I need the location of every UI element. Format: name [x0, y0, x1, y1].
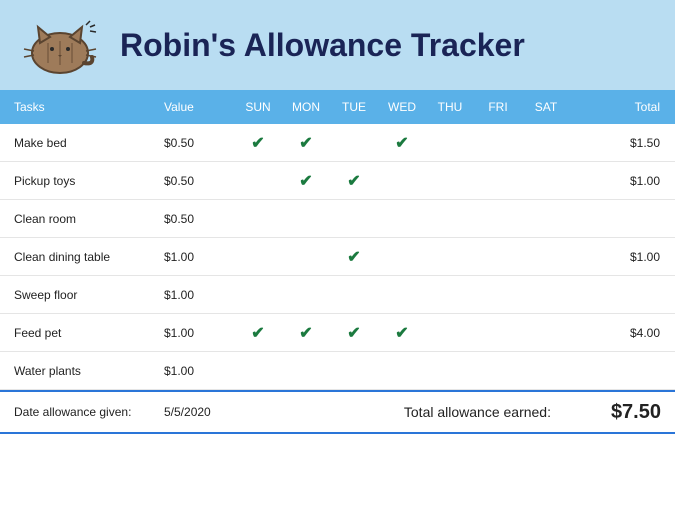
cat-icon	[20, 15, 100, 75]
check-icon: ✔	[299, 173, 312, 190]
task-name: Clean room	[14, 212, 164, 226]
task-name: Pickup toys	[14, 174, 164, 188]
check-icon: ✔	[395, 135, 408, 152]
header-day-sat: SAT	[522, 100, 570, 114]
task-name: Feed pet	[14, 326, 164, 340]
header-day-sun: SUN	[234, 100, 282, 114]
check-icon: ✔	[299, 325, 312, 342]
check-icon: ✔	[251, 135, 264, 152]
table-row: Clean room$0.50	[0, 200, 675, 238]
header-day-tue: TUE	[330, 100, 378, 114]
table-header: Tasks Value SUN MON TUE WED THU FRI SAT …	[0, 90, 675, 124]
header-day-fri: FRI	[474, 100, 522, 114]
row-total: $4.00	[570, 326, 660, 340]
check-icon: ✔	[347, 249, 360, 266]
row-total: $1.00	[570, 250, 660, 264]
task-value: $0.50	[164, 174, 234, 188]
header-day-thu: THU	[426, 100, 474, 114]
header-day-mon: MON	[282, 100, 330, 114]
footer-date-value: 5/5/2020	[164, 405, 234, 419]
table-row: Make bed$0.50 ✔ ✔ ✔ $1.50	[0, 124, 675, 162]
task-value: $1.00	[164, 250, 234, 264]
check-icon: ✔	[251, 325, 264, 342]
table-row: Sweep floor$1.00	[0, 276, 675, 314]
footer-date-label: Date allowance given:	[14, 405, 164, 419]
day-cell: ✔	[330, 171, 378, 191]
day-cell: ✔	[378, 133, 426, 153]
day-cell: ✔	[234, 323, 282, 343]
table-row: Clean dining table$1.00✔$1.00	[0, 238, 675, 276]
check-icon: ✔	[347, 325, 360, 342]
task-value: $0.50	[164, 136, 234, 150]
header-value: Value	[164, 100, 234, 114]
task-name: Sweep floor	[14, 288, 164, 302]
header-total: Total	[570, 100, 660, 114]
day-cell: ✔	[282, 323, 330, 343]
task-name: Water plants	[14, 364, 164, 378]
footer-total-value: $7.50	[571, 401, 661, 424]
footer-row: Date allowance given: 5/5/2020 Total all…	[0, 390, 675, 434]
table-row: Pickup toys$0.50 ✔ ✔ $1.00	[0, 162, 675, 200]
task-value: $1.00	[164, 288, 234, 302]
task-name: Clean dining table	[14, 250, 164, 264]
check-icon: ✔	[299, 135, 312, 152]
header-day-wed: WED	[378, 100, 426, 114]
check-icon: ✔	[395, 325, 408, 342]
day-cell: ✔	[330, 323, 378, 343]
check-icon: ✔	[347, 173, 360, 190]
table-row: Water plants$1.00	[0, 352, 675, 390]
table-row: Feed pet$1.00 ✔ ✔ ✔ ✔ $4.00	[0, 314, 675, 352]
day-cell: ✔	[282, 133, 330, 153]
row-total: $1.50	[570, 136, 660, 150]
header-tasks: Tasks	[14, 100, 164, 114]
table-body: Make bed$0.50✔✔✔$1.50Pickup toys$0.50✔✔$…	[0, 124, 675, 390]
task-value: $1.00	[164, 364, 234, 378]
day-cell: ✔	[330, 247, 378, 267]
page-title: Robin's Allowance Tracker	[120, 27, 525, 64]
task-name: Make bed	[14, 136, 164, 150]
footer-total-label: Total allowance earned:	[404, 404, 571, 420]
day-cell: ✔	[234, 133, 282, 153]
banner: Robin's Allowance Tracker	[0, 0, 675, 90]
task-value: $1.00	[164, 326, 234, 340]
day-cell: ✔	[282, 171, 330, 191]
task-value: $0.50	[164, 212, 234, 226]
row-total: $1.00	[570, 174, 660, 188]
day-cell: ✔	[378, 323, 426, 343]
